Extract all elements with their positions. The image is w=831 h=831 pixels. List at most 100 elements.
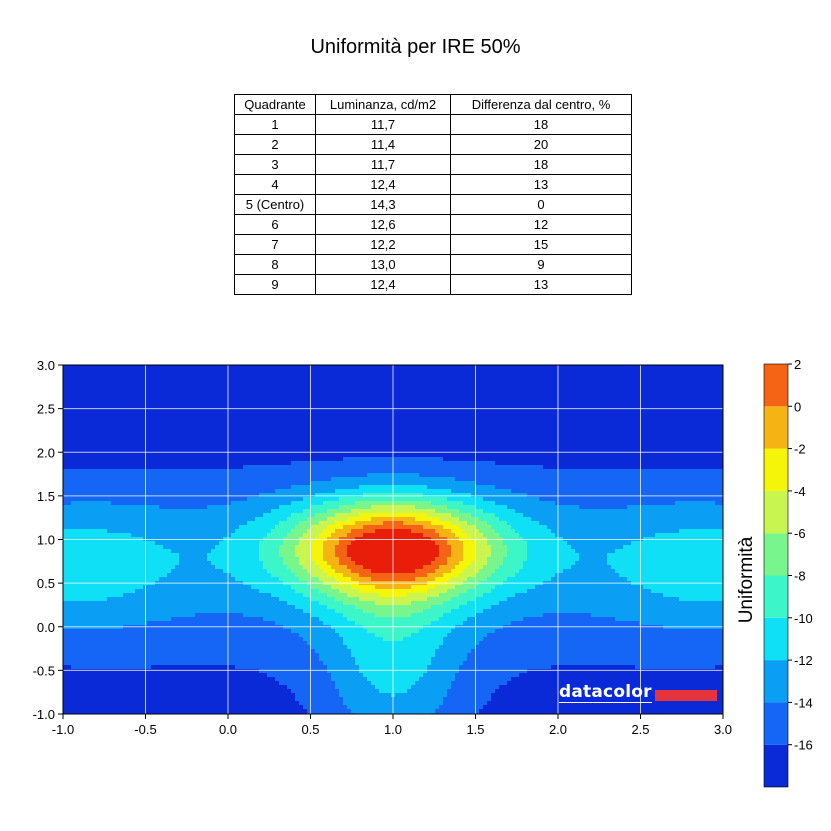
contour-cell: [431, 621, 464, 626]
x-tick-label: 0.5: [301, 722, 319, 737]
contour-cell: [475, 585, 496, 590]
contour-cell: [111, 501, 232, 506]
colorbar-tick-label: -2: [794, 442, 806, 457]
contour-cell: [459, 509, 484, 514]
contour-cell: [411, 529, 436, 534]
contour-cell: [487, 557, 504, 562]
contour-cell: [315, 649, 352, 654]
contour-cell: [495, 585, 536, 590]
contour-cell: [427, 485, 496, 490]
contour-cell: [63, 597, 108, 602]
contour-cell: [411, 613, 444, 618]
table-cell: 5 (Centro): [234, 194, 316, 215]
contour-cell: [287, 685, 336, 690]
colorbar-band: [764, 744, 788, 787]
contour-cell: [295, 589, 320, 594]
contour-cell: [303, 509, 328, 514]
contour-cell: [327, 573, 344, 578]
contour-cell: [715, 501, 723, 506]
contour-cell: [443, 573, 460, 578]
contour-cell: [63, 461, 292, 466]
contour-cell: [207, 553, 260, 558]
contour-cell: [507, 521, 540, 526]
contour-cell: [63, 473, 368, 478]
contour-cell: [487, 633, 723, 638]
contour-cell: [427, 513, 452, 518]
contour-cell: [551, 577, 628, 582]
contour-cell: [295, 525, 312, 530]
contour-cell: [235, 665, 328, 670]
contour-cell: [295, 693, 340, 698]
contour-cell: [443, 525, 460, 530]
contour-cell: [643, 585, 723, 590]
contour-cell: [311, 597, 336, 602]
colorbar-tick-label: 2: [794, 357, 801, 372]
contour-cell: [283, 557, 300, 562]
contour-cell: [331, 565, 348, 570]
contour-cell: [455, 585, 476, 590]
contour-cell: [279, 521, 300, 526]
contour-cell: [455, 565, 468, 570]
contour-cell: [679, 597, 723, 602]
contour-cell: [439, 553, 452, 558]
contour-cell: [63, 629, 292, 634]
contour-cell: [431, 661, 464, 666]
contour-cell: [607, 553, 723, 558]
contour-cell: [459, 593, 484, 598]
contour-cell: [507, 553, 528, 558]
contour-cell: [63, 485, 292, 490]
table-cell: 12,4: [315, 274, 451, 295]
contour-cell: [295, 549, 312, 554]
contour-cell: [287, 517, 308, 522]
contour-cell: [63, 529, 108, 534]
contour-cell: [463, 621, 512, 626]
contour-cell: [523, 561, 576, 566]
contour-cell: [231, 533, 268, 538]
contour-cell: [319, 589, 340, 594]
contour-cell: [555, 573, 620, 578]
contour-cell: [475, 557, 488, 562]
contour-cell: [63, 621, 148, 626]
contour-cell: [535, 585, 644, 590]
table-cell: 4: [234, 174, 316, 195]
contour-cell: [343, 601, 376, 606]
contour-cell: [335, 513, 360, 518]
contour-cell: [335, 609, 364, 614]
contour-cell: [63, 657, 320, 662]
contour-cell: [263, 617, 320, 622]
contour-cell: [503, 557, 528, 562]
contour-cell: [63, 545, 164, 550]
contour-cell: [451, 549, 464, 554]
contour-cell: [483, 593, 516, 598]
contour-cell: [63, 661, 324, 666]
contour-cell: [479, 709, 723, 714]
contour-cell: [279, 545, 296, 550]
contour-cell: [407, 689, 448, 694]
contour-cell: [195, 613, 244, 618]
contour-cell: [231, 573, 272, 578]
contour-cell: [335, 569, 352, 574]
contour-cell: [63, 653, 320, 658]
contour-cell: [507, 545, 528, 550]
contour-cell: [443, 637, 484, 642]
contour-cell: [447, 497, 484, 502]
contour-cell: [323, 553, 336, 558]
contour-cell: [315, 561, 328, 566]
table-row: 2 11,4 20: [234, 134, 632, 155]
colorbar-band: [764, 660, 788, 703]
y-tick-label: 0.0: [37, 620, 55, 635]
contour-cell: [435, 577, 452, 582]
contour-cell: [295, 697, 344, 702]
contour-cell: [527, 493, 723, 498]
contour-cell: [551, 665, 636, 670]
contour-cell: [211, 549, 260, 554]
contour-cell: [639, 621, 723, 626]
contour-cell: [327, 525, 344, 530]
contour-cell: [435, 649, 472, 654]
contour-cell: [451, 513, 472, 518]
contour-cell: [335, 545, 348, 550]
contour-cell: [339, 557, 352, 562]
contour-cell: [479, 641, 723, 646]
contour-cell: [63, 705, 304, 710]
contour-cell: [295, 605, 328, 610]
